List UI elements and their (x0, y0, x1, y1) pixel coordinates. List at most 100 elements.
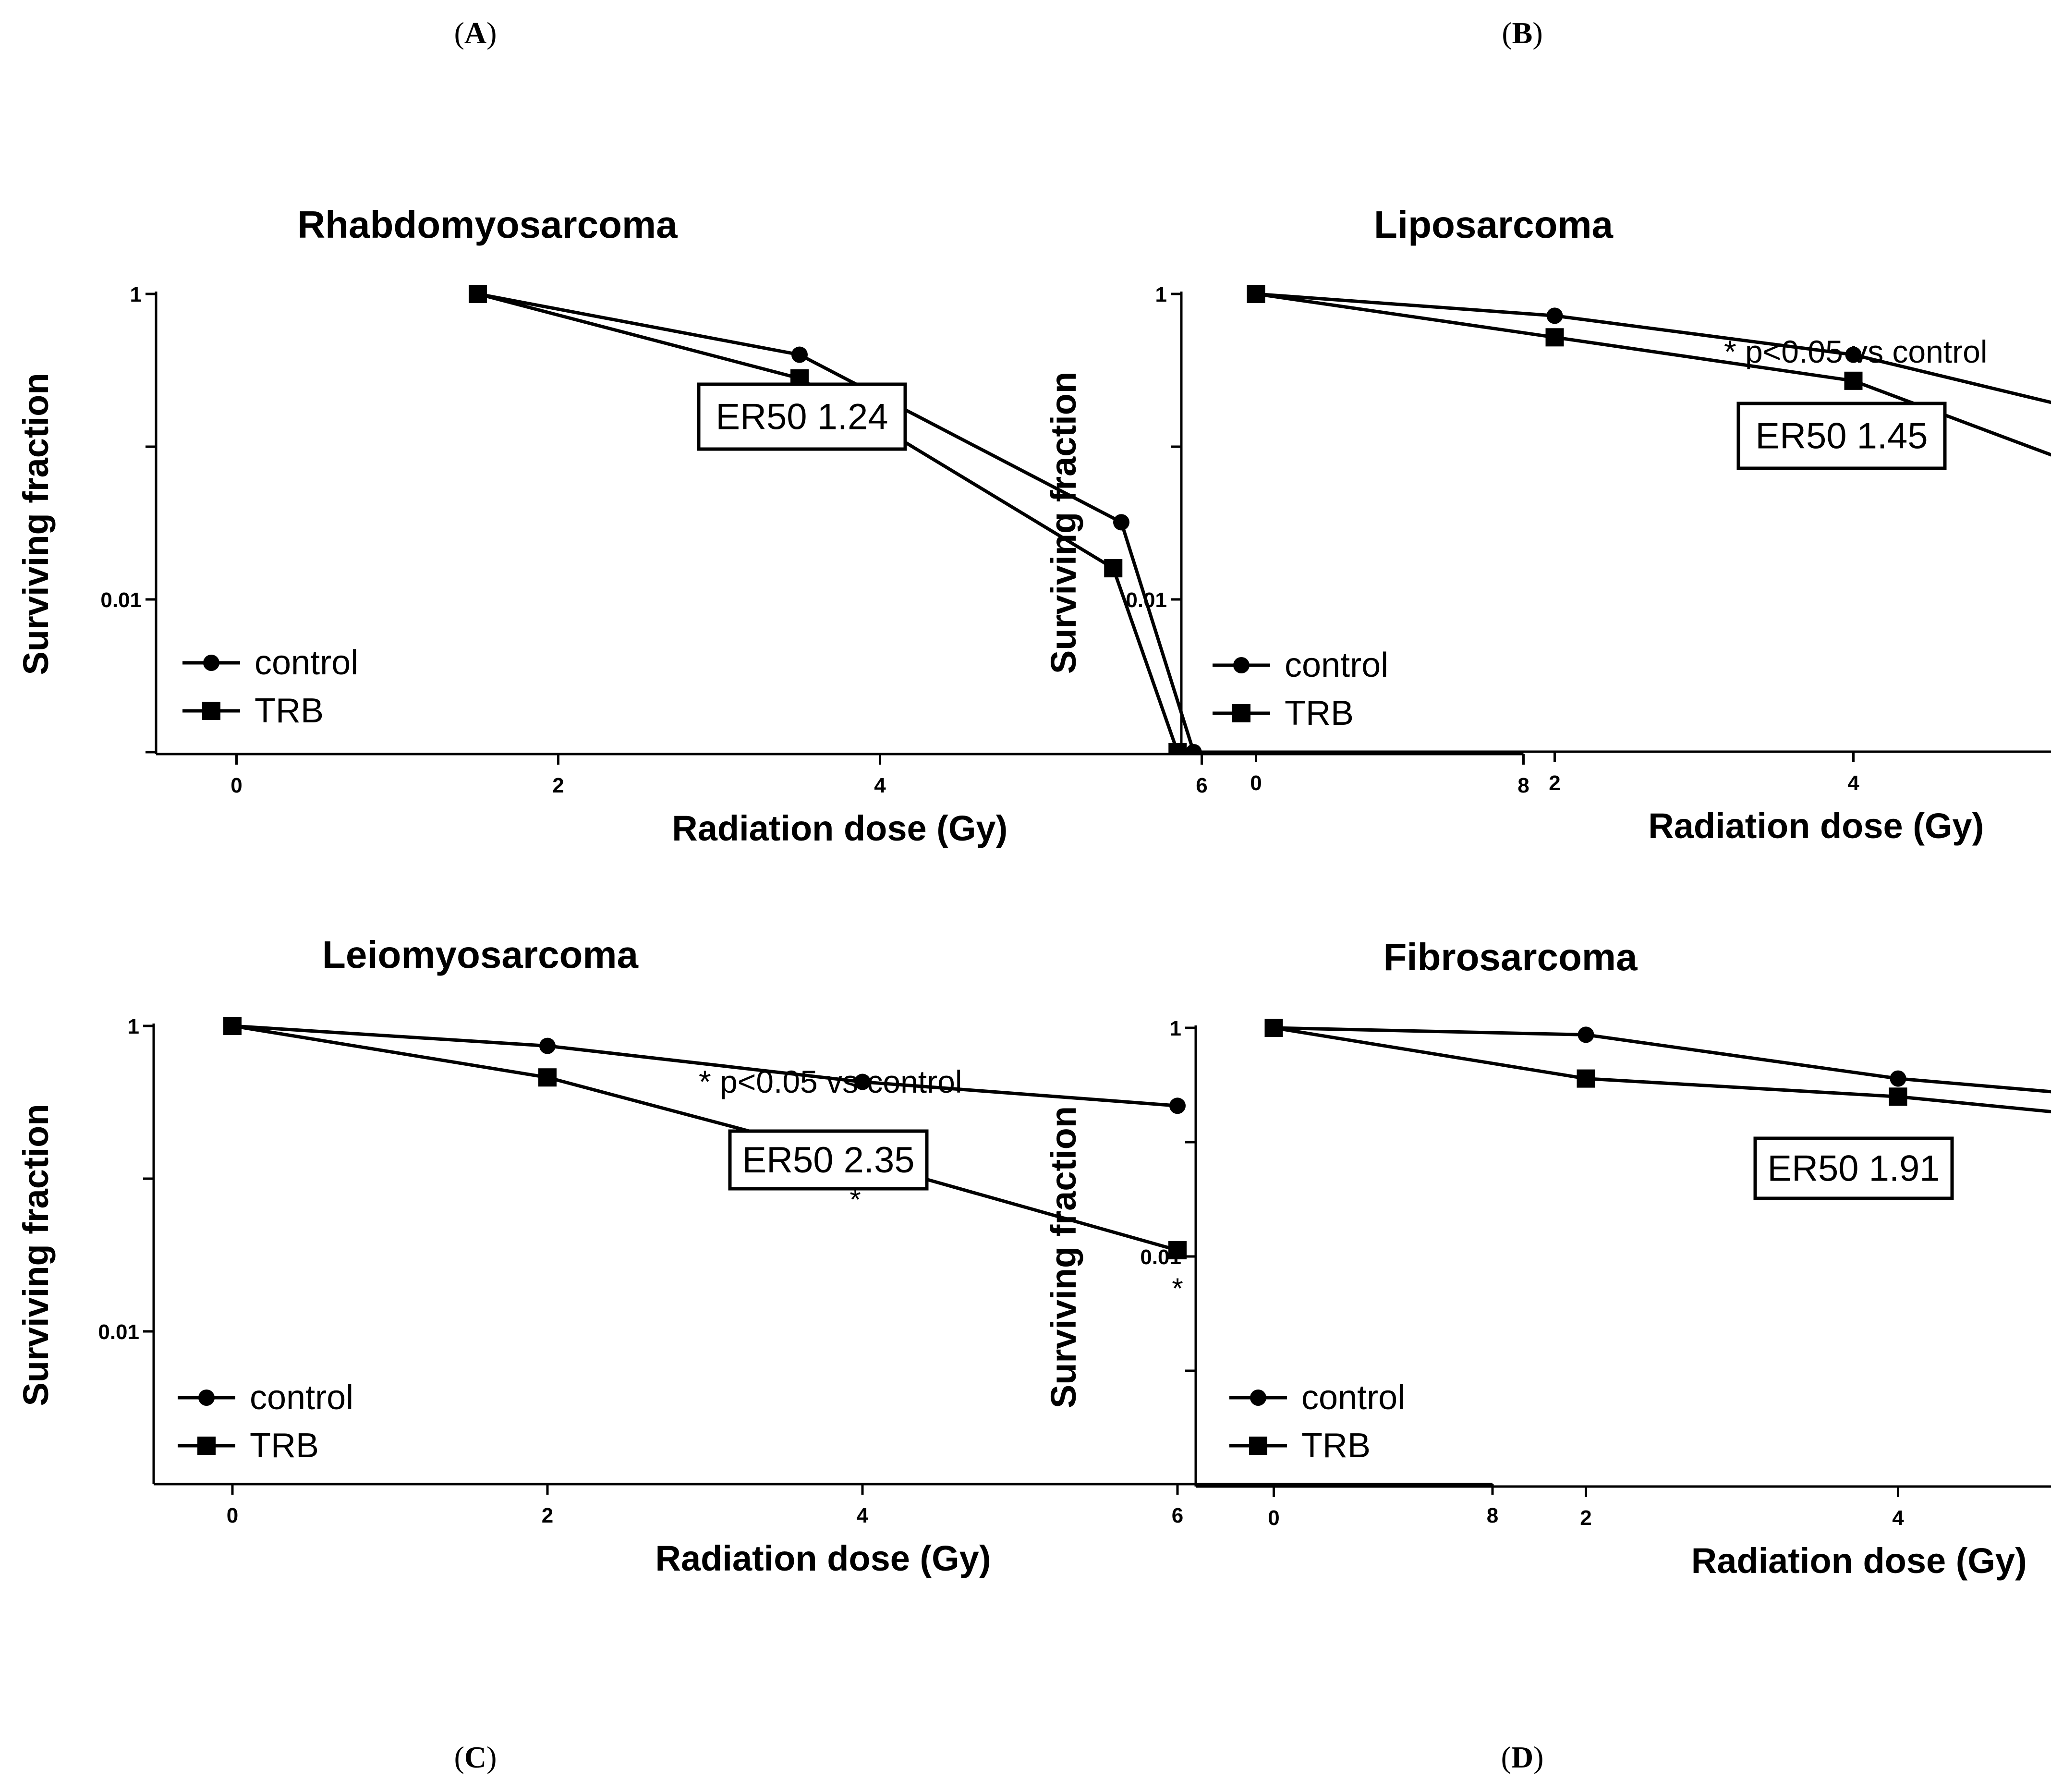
legend-label: TRB (250, 1426, 319, 1465)
data-point-trb (1264, 1019, 1283, 1037)
panel-label-close-paren: ) (486, 16, 497, 50)
x-tick-label: 2 (542, 1504, 553, 1527)
data-point-trb (223, 1017, 242, 1035)
data-point-trb (1889, 1087, 1907, 1106)
legend-label: TRB (1301, 1426, 1371, 1465)
series-line-trb (1255, 292, 2051, 457)
y-axis-label: Surviving fraction (16, 373, 56, 675)
series-trb (1247, 285, 2051, 457)
y-axis-label: Surviving fraction (1044, 1106, 1083, 1408)
panel-label-letter: B (1512, 16, 1533, 50)
x-tick-label: 4 (1892, 1506, 1904, 1530)
data-point-trb (1168, 1241, 1187, 1259)
data-point-control (539, 1037, 556, 1054)
significance-star: * (850, 1183, 861, 1216)
series-trb (469, 285, 1187, 753)
significance-star: * (1172, 1272, 1183, 1304)
y-tick-label: 1 (1170, 1017, 1181, 1040)
series-line-trb (477, 292, 1179, 753)
legend-marker-circle (1233, 657, 1250, 673)
panel-label: (D) (1501, 1740, 1544, 1774)
legend-label: control (250, 1378, 353, 1417)
legend-item-trb: TRB (1229, 1426, 1371, 1465)
x-tick-label: 0 (231, 774, 242, 797)
x-tick-label: 0 (1250, 771, 1262, 795)
data-point-control (854, 1073, 871, 1090)
panel-label-open-paren: ( (1502, 16, 1512, 50)
series-line-trb (1273, 1026, 2051, 1114)
series-line-control (477, 292, 1196, 753)
x-tick-label: 8 (1487, 1504, 1498, 1527)
legend-item-control: control (182, 644, 358, 682)
legend-item-control: control (178, 1378, 353, 1417)
er50-box (1736, 402, 1947, 470)
panel-label-letter: D (1511, 1740, 1533, 1774)
legend-item-trb: TRB (178, 1426, 319, 1465)
er50-value: ER50 1.24 (716, 397, 888, 438)
series-control (470, 286, 1202, 753)
legend-item-trb: TRB (1213, 694, 1354, 732)
data-point-control (791, 346, 808, 363)
x-axis-label: Radiation dose (Gy) (655, 1538, 991, 1578)
er50-value: ER50 2.35 (742, 1140, 914, 1181)
x-tick-label: 0 (227, 1504, 238, 1527)
x-axis-label: Radiation dose (Gy) (672, 808, 1007, 848)
data-point-trb (1247, 285, 1265, 303)
data-point-trb (1545, 328, 1564, 347)
legend-marker-square (197, 1437, 216, 1455)
x-tick-label: 8 (1517, 774, 1529, 797)
x-axis-label: Radiation dose (Gy) (1648, 806, 1984, 846)
chart-title: Fibrosarcoma (1383, 936, 1638, 978)
y-tick-label: 0.01 (100, 588, 142, 612)
data-point-trb (1577, 1069, 1595, 1088)
legend-item-trb: TRB (182, 692, 324, 730)
y-tick-label: 1 (130, 283, 142, 306)
data-point-trb (1104, 559, 1123, 578)
panel-label: (C) (454, 1740, 497, 1774)
er50-box (697, 382, 907, 451)
legend-item-control: control (1213, 646, 1388, 684)
significance-note: * p<0.05 vs control (1724, 334, 1988, 369)
legend-label: control (255, 644, 358, 682)
significance-note: * p<0.05 vs control (699, 1064, 962, 1099)
y-tick-label: 0.01 (1126, 588, 1167, 612)
y-tick-label: 0.01 (1140, 1245, 1181, 1269)
panel-label: (B) (1502, 16, 1542, 50)
legend-marker-square (1232, 704, 1250, 722)
legend-label: TRB (255, 692, 324, 730)
data-point-control (1578, 1026, 1594, 1043)
chart-panel-c: (C) Leiomyosarcoma 0 2 4 6 8 1 0.01 Radiation dos… (16, 933, 1498, 1774)
series-trb (1264, 1019, 2051, 1114)
data-point-control (1113, 514, 1129, 531)
legend-label: control (1301, 1378, 1405, 1417)
panel-label-open-paren: ( (1501, 1740, 1511, 1774)
legend-label: TRB (1285, 694, 1354, 732)
panel-label-letter: A (464, 16, 486, 50)
legend-marker-square (1249, 1437, 1267, 1455)
legend-marker-circle (198, 1390, 215, 1406)
legend-marker-square (202, 702, 220, 720)
series-line-control (1256, 292, 2051, 404)
panel-label-close-paren: ) (1533, 1740, 1543, 1774)
series-line-control (232, 1024, 1178, 1108)
series-line-trb (232, 1024, 1178, 1252)
y-tick-label: 1 (128, 1015, 139, 1038)
x-tick-label: 4 (1847, 771, 1859, 795)
er50-value: ER50 1.91 (1767, 1148, 1940, 1189)
x-tick-label: 4 (874, 774, 886, 797)
panel-label-open-paren: ( (454, 16, 464, 50)
legend-label: control (1285, 646, 1388, 684)
data-point-control (1845, 346, 1862, 363)
panel-label-open-paren: ( (454, 1740, 464, 1774)
data-point-control (1546, 307, 1563, 324)
data-point-control (1169, 1097, 1186, 1114)
panel-label-letter: C (464, 1740, 486, 1774)
data-point-trb (1844, 371, 1863, 390)
x-tick-label: 6 (1196, 774, 1207, 797)
x-tick-label: 2 (1549, 771, 1560, 795)
chart-title: Leiomyosarcoma (322, 933, 639, 976)
er50-box (1753, 1136, 1954, 1200)
panel-label-close-paren: ) (486, 1740, 497, 1774)
y-tick-label: 0.01 (98, 1320, 139, 1344)
